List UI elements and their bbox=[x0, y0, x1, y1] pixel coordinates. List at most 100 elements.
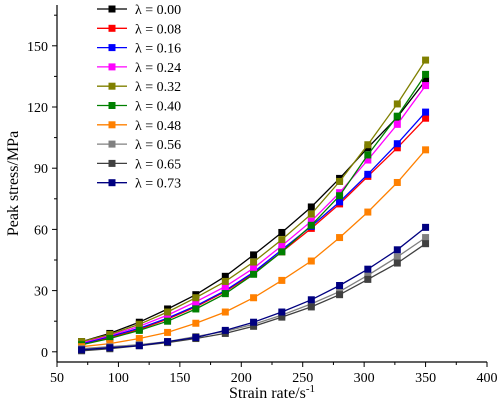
legend-label: λ = 0.00 bbox=[135, 3, 181, 18]
y-tick-label: 90 bbox=[34, 162, 48, 177]
y-axis-label: Peak stress/MPa bbox=[5, 131, 22, 236]
data-point bbox=[364, 265, 372, 273]
data-point bbox=[221, 326, 229, 334]
data-point bbox=[307, 217, 315, 225]
legend-marker bbox=[108, 159, 116, 167]
legend-item: λ = 0.65 bbox=[97, 157, 181, 172]
series-line bbox=[81, 85, 427, 344]
legend-label: λ = 0.32 bbox=[135, 80, 181, 95]
data-point bbox=[336, 234, 344, 242]
data-point bbox=[135, 342, 143, 350]
x-tick-label: 400 bbox=[477, 371, 498, 386]
x-tick-label: 200 bbox=[231, 371, 252, 386]
data-point bbox=[164, 308, 172, 316]
y-tick-label: 0 bbox=[41, 346, 48, 361]
data-point bbox=[221, 283, 229, 291]
x-tick-label: 350 bbox=[415, 371, 436, 386]
data-point bbox=[106, 335, 114, 343]
legend-label: λ = 0.40 bbox=[135, 100, 181, 115]
legend-marker bbox=[108, 63, 116, 71]
data-point bbox=[364, 208, 372, 216]
legend-marker bbox=[108, 121, 116, 129]
series-0 bbox=[78, 76, 430, 346]
data-point bbox=[393, 140, 401, 148]
data-point bbox=[307, 210, 315, 218]
data-point bbox=[336, 177, 344, 185]
x-tick-label: 250 bbox=[292, 371, 313, 386]
legend-item: λ = 0.73 bbox=[97, 177, 181, 192]
series-3 bbox=[78, 82, 430, 347]
data-point bbox=[422, 223, 430, 231]
y-tick-label: 120 bbox=[27, 101, 48, 116]
data-point bbox=[278, 276, 286, 284]
data-point bbox=[250, 270, 258, 278]
data-point bbox=[192, 319, 200, 327]
data-point bbox=[106, 344, 114, 352]
data-point bbox=[164, 338, 172, 346]
data-point bbox=[307, 221, 315, 229]
data-point bbox=[364, 275, 372, 283]
y-tick-label: 60 bbox=[34, 223, 48, 238]
series-layer bbox=[78, 56, 430, 355]
legend-label: λ = 0.65 bbox=[135, 157, 181, 172]
data-point bbox=[422, 56, 430, 64]
series-9 bbox=[78, 223, 430, 354]
data-point bbox=[393, 112, 401, 120]
legend-item: λ = 0.16 bbox=[97, 42, 181, 57]
data-point bbox=[192, 334, 200, 342]
x-axis-label-superscript: -1 bbox=[306, 383, 315, 395]
legend-item: λ = 0.40 bbox=[97, 100, 181, 115]
legend-item: λ = 0.24 bbox=[97, 61, 181, 76]
data-point bbox=[278, 308, 286, 316]
data-point bbox=[336, 282, 344, 289]
x-tick-label: 100 bbox=[108, 371, 129, 386]
data-point bbox=[364, 170, 372, 178]
legend-label: λ = 0.73 bbox=[135, 177, 181, 192]
legend: λ = 0.00 λ = 0.08 λ = 0.16 λ = 0.24 λ = 0.32… bbox=[97, 3, 181, 192]
series-4 bbox=[78, 56, 430, 346]
data-point bbox=[364, 141, 372, 149]
data-point bbox=[307, 303, 315, 311]
x-axis-label-text: Strain rate/s bbox=[229, 385, 306, 402]
data-point bbox=[221, 277, 229, 285]
legend-item: λ = 0.00 bbox=[97, 3, 181, 18]
data-point bbox=[135, 320, 143, 328]
data-point bbox=[192, 294, 200, 302]
series-line bbox=[81, 74, 427, 346]
data-point bbox=[364, 271, 372, 279]
data-point bbox=[164, 317, 172, 325]
x-tick-label: 50 bbox=[50, 371, 64, 386]
data-point bbox=[135, 335, 143, 343]
legend-marker bbox=[108, 102, 116, 109]
x-tick-label: 150 bbox=[169, 371, 190, 386]
data-point bbox=[393, 246, 401, 254]
data-point bbox=[164, 328, 172, 336]
data-point bbox=[250, 294, 258, 302]
data-point bbox=[422, 82, 430, 90]
legend-marker bbox=[108, 24, 116, 32]
x-tick-label: 300 bbox=[354, 371, 375, 386]
data-point bbox=[422, 108, 430, 116]
data-point bbox=[278, 248, 286, 256]
data-point bbox=[278, 228, 286, 236]
legend-marker bbox=[108, 82, 116, 90]
legend-label: λ = 0.16 bbox=[135, 42, 181, 57]
data-point bbox=[307, 203, 315, 211]
data-point bbox=[336, 192, 344, 200]
legend-label: λ = 0.56 bbox=[135, 138, 181, 153]
data-point bbox=[221, 272, 229, 280]
data-point bbox=[422, 70, 430, 78]
y-tick-label: 150 bbox=[27, 40, 48, 55]
data-point bbox=[250, 322, 258, 330]
data-point bbox=[422, 114, 430, 122]
data-point bbox=[278, 236, 286, 244]
data-point bbox=[221, 290, 229, 298]
legend-label: λ = 0.48 bbox=[135, 119, 181, 134]
data-point bbox=[393, 144, 401, 152]
data-point bbox=[393, 178, 401, 186]
data-point bbox=[422, 234, 430, 242]
data-point bbox=[250, 264, 258, 272]
data-point bbox=[422, 146, 430, 154]
